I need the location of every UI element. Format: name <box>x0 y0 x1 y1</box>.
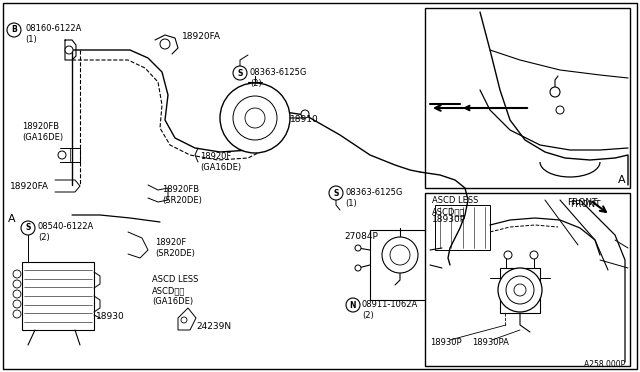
Circle shape <box>530 251 538 259</box>
Text: S: S <box>333 189 339 198</box>
Circle shape <box>355 245 361 251</box>
Text: 18930P: 18930P <box>432 215 466 224</box>
Circle shape <box>13 270 21 278</box>
Circle shape <box>498 268 542 312</box>
Text: 18930: 18930 <box>96 312 125 321</box>
Circle shape <box>220 83 290 153</box>
Text: 18930P: 18930P <box>430 338 461 347</box>
Text: FRONT: FRONT <box>567 198 598 207</box>
Circle shape <box>13 300 21 308</box>
Circle shape <box>181 317 187 323</box>
Circle shape <box>514 284 526 296</box>
Bar <box>435 205 490 250</box>
Circle shape <box>13 310 21 318</box>
Text: A: A <box>8 214 15 224</box>
Text: FRONT: FRONT <box>570 200 600 209</box>
Bar <box>425 8 630 188</box>
Text: A: A <box>618 175 626 185</box>
Text: ASCD LESS
ASCD重量: ASCD LESS ASCD重量 <box>432 196 478 216</box>
Text: 08911-1062A
(2): 08911-1062A (2) <box>362 300 419 320</box>
Circle shape <box>504 251 512 259</box>
Text: N: N <box>349 301 356 310</box>
Circle shape <box>329 186 343 200</box>
Text: 08363-6125G
(2): 08363-6125G (2) <box>250 68 307 88</box>
Bar <box>425 193 630 366</box>
Text: 18920F
(GA16DE): 18920F (GA16DE) <box>200 152 241 172</box>
Circle shape <box>382 237 418 273</box>
Text: S: S <box>237 68 243 77</box>
Circle shape <box>13 290 21 298</box>
Circle shape <box>245 108 265 128</box>
Circle shape <box>301 110 309 118</box>
Circle shape <box>556 106 564 114</box>
Text: 18920FB
(SR20DE): 18920FB (SR20DE) <box>162 185 202 205</box>
Circle shape <box>7 23 21 37</box>
Bar <box>22 262 94 330</box>
Text: 08540-6122A
(2): 08540-6122A (2) <box>38 222 94 242</box>
Text: 18930PA: 18930PA <box>472 338 509 347</box>
Circle shape <box>355 265 361 271</box>
Circle shape <box>346 298 360 312</box>
Text: 27084P: 27084P <box>344 232 378 241</box>
Text: B: B <box>11 26 17 35</box>
Circle shape <box>233 66 247 80</box>
Bar <box>370 230 430 300</box>
Circle shape <box>13 280 21 288</box>
Text: 18920FB
(GA16DE): 18920FB (GA16DE) <box>22 122 63 142</box>
Circle shape <box>233 96 277 140</box>
Text: A258 000P: A258 000P <box>584 360 625 369</box>
Circle shape <box>390 245 410 265</box>
Text: 18920FA: 18920FA <box>182 32 221 41</box>
Circle shape <box>506 276 534 304</box>
Text: 08363-6125G
(1): 08363-6125G (1) <box>345 188 403 208</box>
Text: 08160-6122A
(1): 08160-6122A (1) <box>25 24 81 44</box>
Polygon shape <box>178 308 196 330</box>
Circle shape <box>550 87 560 97</box>
Text: 24239N: 24239N <box>196 322 231 331</box>
Bar <box>500 268 540 313</box>
Text: 18920FA: 18920FA <box>10 182 49 191</box>
Circle shape <box>65 46 73 54</box>
Text: S: S <box>26 224 31 232</box>
Text: 18920F
(SR20DE): 18920F (SR20DE) <box>155 238 195 258</box>
Circle shape <box>58 151 66 159</box>
Text: ASCD LESS
ASCD重量
(GA16DE): ASCD LESS ASCD重量 (GA16DE) <box>152 275 198 306</box>
Circle shape <box>21 221 35 235</box>
Circle shape <box>160 39 170 49</box>
Text: 18910: 18910 <box>290 115 319 124</box>
